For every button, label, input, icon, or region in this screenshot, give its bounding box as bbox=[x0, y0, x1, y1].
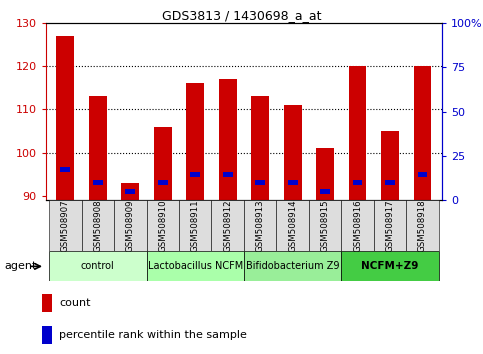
Bar bbox=[154, 127, 171, 200]
Bar bbox=[89, 96, 107, 200]
Bar bbox=[255, 180, 265, 185]
Bar bbox=[179, 200, 212, 251]
Text: GSM508918: GSM508918 bbox=[418, 199, 427, 252]
Text: NCFM+Z9: NCFM+Z9 bbox=[361, 261, 419, 272]
Text: GSM508913: GSM508913 bbox=[256, 199, 265, 252]
Text: GSM508916: GSM508916 bbox=[353, 199, 362, 252]
Bar bbox=[114, 200, 146, 251]
Bar bbox=[374, 200, 406, 251]
Bar bbox=[121, 183, 139, 200]
Bar bbox=[49, 200, 82, 251]
Text: count: count bbox=[59, 298, 90, 308]
Text: Lactobacillus NCFM: Lactobacillus NCFM bbox=[148, 261, 243, 272]
Text: GSM508910: GSM508910 bbox=[158, 199, 167, 252]
Bar bbox=[42, 294, 53, 313]
Bar bbox=[413, 66, 431, 200]
Bar bbox=[212, 200, 244, 251]
Bar bbox=[146, 251, 244, 281]
Text: GSM508909: GSM508909 bbox=[126, 199, 135, 252]
Text: GSM508914: GSM508914 bbox=[288, 199, 297, 252]
Text: GSM508915: GSM508915 bbox=[321, 199, 329, 252]
Text: GDS3813 / 1430698_a_at: GDS3813 / 1430698_a_at bbox=[162, 9, 321, 22]
Bar bbox=[276, 200, 309, 251]
Bar bbox=[288, 180, 298, 185]
Bar bbox=[186, 84, 204, 200]
Bar bbox=[316, 148, 334, 200]
Bar bbox=[42, 326, 53, 344]
Bar bbox=[418, 172, 427, 177]
Bar bbox=[146, 200, 179, 251]
Text: GSM508908: GSM508908 bbox=[93, 199, 102, 252]
Text: GSM508917: GSM508917 bbox=[385, 199, 395, 252]
Text: GSM508907: GSM508907 bbox=[61, 199, 70, 252]
Bar bbox=[93, 180, 103, 185]
Bar bbox=[341, 200, 374, 251]
Bar bbox=[57, 36, 74, 200]
Bar bbox=[353, 180, 362, 185]
Text: Bifidobacterium Z9: Bifidobacterium Z9 bbox=[246, 261, 340, 272]
Text: GSM508911: GSM508911 bbox=[191, 199, 199, 252]
Bar bbox=[251, 96, 269, 200]
Bar bbox=[49, 251, 146, 281]
Bar bbox=[190, 172, 200, 177]
Bar bbox=[381, 131, 399, 200]
Text: GSM508912: GSM508912 bbox=[223, 199, 232, 252]
Bar bbox=[385, 180, 395, 185]
Bar bbox=[284, 105, 301, 200]
Bar bbox=[158, 180, 168, 185]
Bar bbox=[60, 167, 70, 172]
Text: percentile rank within the sample: percentile rank within the sample bbox=[59, 330, 247, 340]
Text: agent: agent bbox=[5, 261, 37, 272]
Bar bbox=[349, 66, 367, 200]
Bar bbox=[309, 200, 341, 251]
Bar bbox=[244, 251, 341, 281]
Bar bbox=[406, 200, 439, 251]
Bar bbox=[320, 189, 330, 194]
Bar bbox=[223, 172, 233, 177]
Bar bbox=[341, 251, 439, 281]
Bar bbox=[219, 79, 237, 200]
Bar bbox=[82, 200, 114, 251]
Bar bbox=[244, 200, 276, 251]
Bar bbox=[126, 189, 135, 194]
Text: control: control bbox=[81, 261, 114, 272]
